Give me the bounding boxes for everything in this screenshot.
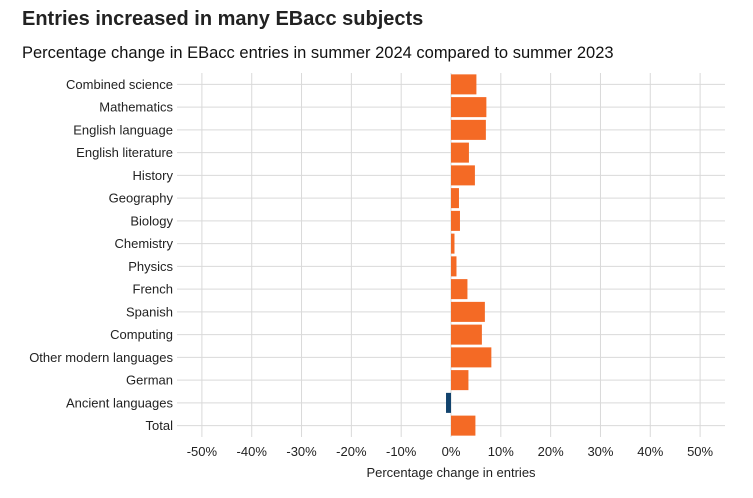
x-tick-label: 20% bbox=[538, 444, 564, 459]
x-tick-label: -10% bbox=[386, 444, 417, 459]
chart-title: Entries increased in many EBacc subjects bbox=[22, 8, 424, 30]
category-label: Combined science bbox=[66, 77, 173, 92]
category-label: Chemistry bbox=[114, 236, 173, 251]
category-label: German bbox=[126, 373, 173, 388]
x-tick-label: -30% bbox=[286, 444, 317, 459]
bar bbox=[451, 142, 469, 163]
bar bbox=[451, 347, 492, 368]
bar bbox=[451, 233, 455, 254]
bar bbox=[451, 119, 486, 140]
x-tick-label: 50% bbox=[687, 444, 713, 459]
category-label: Geography bbox=[109, 191, 174, 206]
chart-subtitle: Percentage change in EBacc entries in su… bbox=[22, 44, 614, 62]
category-label: Mathematics bbox=[99, 100, 173, 115]
category-label: English language bbox=[73, 122, 173, 137]
x-tick-label: 40% bbox=[637, 444, 663, 459]
category-label: Total bbox=[146, 418, 174, 433]
x-tick-label: 0% bbox=[442, 444, 461, 459]
bar bbox=[451, 188, 459, 209]
category-label: History bbox=[133, 168, 174, 183]
x-tick-label: -40% bbox=[237, 444, 268, 459]
x-axis-ticks: -50% -40% -30% -20% -10% 0% 10% 20% 30% 40% 50% bbox=[187, 444, 714, 459]
bar bbox=[451, 210, 460, 231]
category-label: Biology bbox=[130, 213, 173, 228]
category-label: Other modern languages bbox=[29, 350, 173, 365]
x-tick-label: 10% bbox=[488, 444, 514, 459]
bar bbox=[451, 415, 476, 436]
category-label: French bbox=[133, 282, 173, 297]
bar bbox=[451, 279, 468, 300]
category-label: Physics bbox=[128, 259, 173, 274]
x-tick-label: -50% bbox=[187, 444, 218, 459]
bar bbox=[451, 165, 475, 186]
category-label: Ancient languages bbox=[66, 395, 173, 410]
bar bbox=[446, 392, 451, 413]
category-label: Spanish bbox=[126, 304, 173, 319]
bar bbox=[451, 301, 485, 322]
x-tick-label: 30% bbox=[587, 444, 613, 459]
bar bbox=[451, 74, 477, 95]
x-tick-label: -20% bbox=[336, 444, 367, 459]
bar bbox=[451, 256, 457, 277]
category-label: Computing bbox=[110, 327, 173, 342]
category-label: English literature bbox=[76, 145, 173, 160]
category-labels: Combined science Mathematics English langu… bbox=[29, 77, 173, 433]
x-axis-title: Percentage change in entries bbox=[366, 465, 536, 480]
bar bbox=[451, 370, 469, 391]
bar bbox=[451, 97, 487, 118]
bar bbox=[451, 324, 482, 345]
bars bbox=[446, 74, 492, 436]
